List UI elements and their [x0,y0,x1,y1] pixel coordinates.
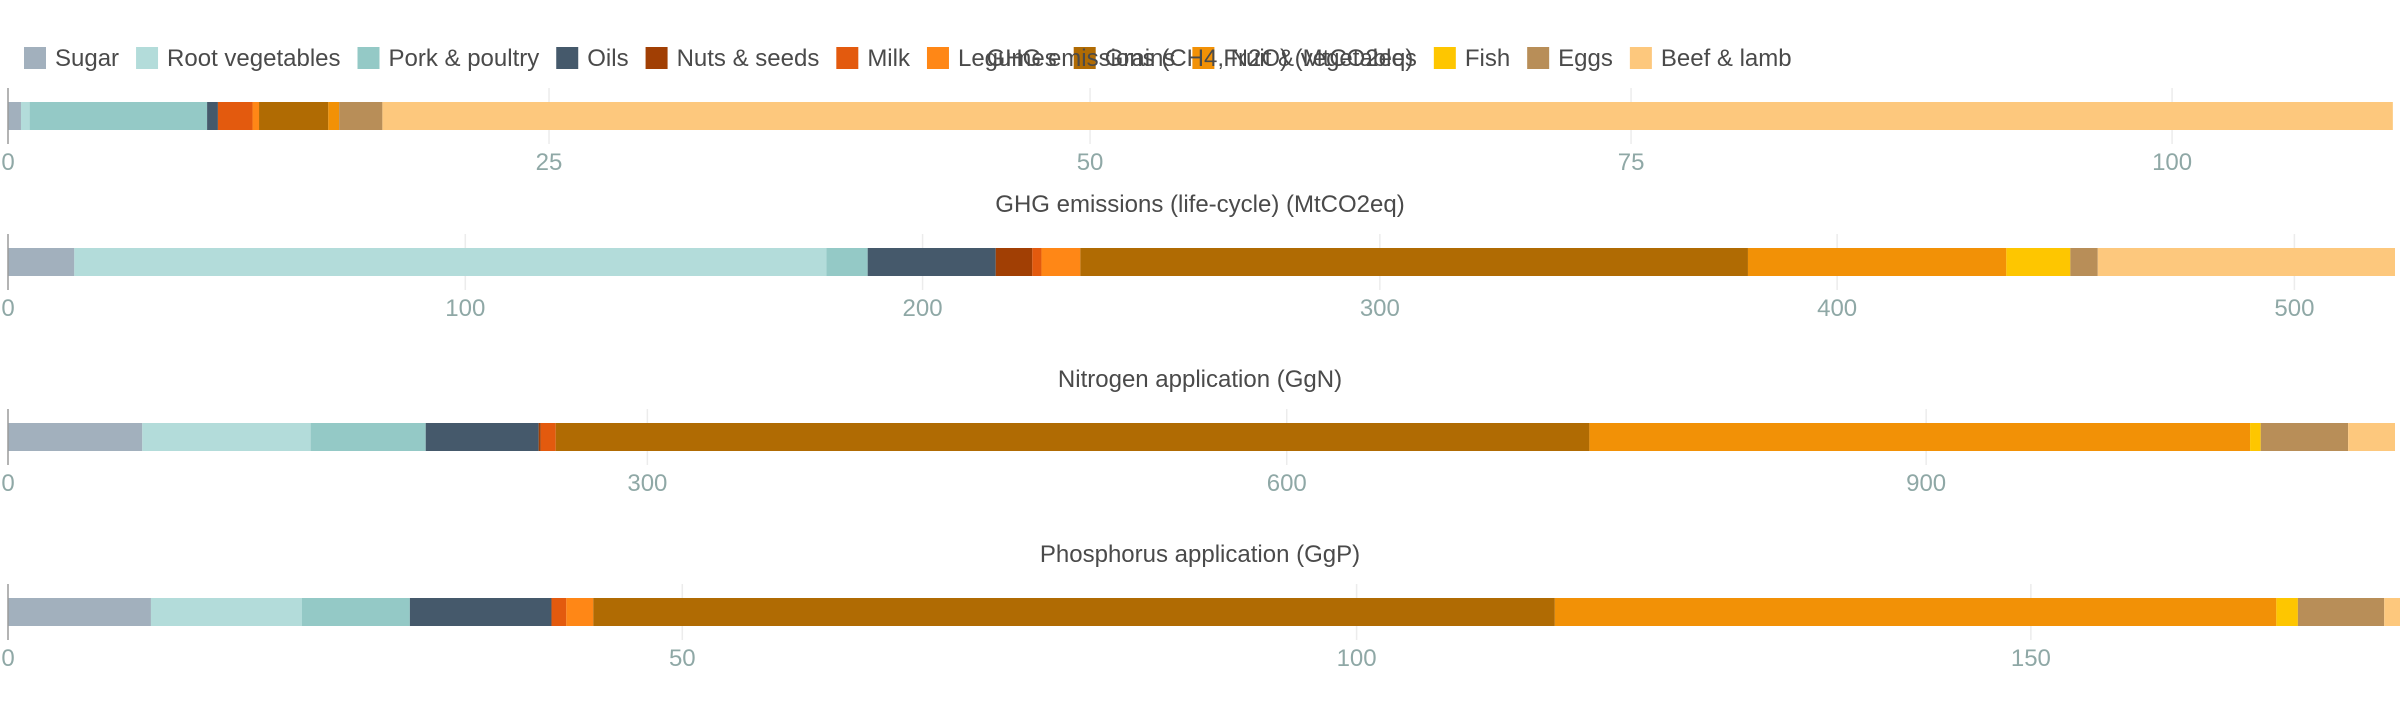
legend-swatch-oils [556,47,579,69]
bar-segment-2-fish [2006,248,2071,276]
tick-label-3-0: 0 [1,470,14,497]
bar-segment-1-pork-poultry [29,102,208,130]
tick-label-4-2: 100 [1337,645,1377,672]
bar-segment-3-sugar [8,423,143,451]
legend-label-sugar: Sugar [55,45,119,72]
legend-swatch-beef-lamb [1629,47,1652,69]
bar-segment-3-beef-lamb [2348,423,2395,451]
bar-segment-3-eggs [2260,423,2349,451]
tick-label-1-0: 0 [1,149,14,176]
bar-segment-2-pork-poultry [826,248,868,276]
legend-swatch-nuts-seeds [645,47,668,69]
bar-segment-4-oils [409,598,552,626]
bar-segment-1-grains [259,102,329,130]
tick-label-1-4: 100 [2152,149,2192,176]
legend-label-oils: Oils [587,45,628,72]
bar-segment-3-root-vegetables [142,423,311,451]
tick-label-2-5: 500 [2274,295,2314,322]
bar-segment-2-oils [867,248,996,276]
bar-segment-2-beef-lamb [2097,248,2395,276]
bar-segment-3-nuts-seeds [538,423,541,451]
bar-segment-1-sugar [8,102,21,130]
tick-label-2-2: 200 [903,295,943,322]
bar-segment-2-legumes [1041,248,1081,276]
tick-label-4-0: 0 [1,645,14,672]
tick-label-4-1: 50 [669,645,696,672]
bar-segment-4-root-vegetables [150,598,302,626]
legend-label-fish: Fish [1465,45,1510,72]
bar-segment-3-grains [555,423,1590,451]
tick-label-2-0: 0 [1,295,14,322]
bar-segment-4-beef-lamb [2384,598,2400,626]
chart-title-3: Nitrogen application (GgN) [1058,366,1342,393]
bar-segment-1-legumes [252,102,260,130]
tick-label-1-3: 75 [1618,149,1645,176]
bar-segment-3-oils [425,423,539,451]
tick-label-1-2: 50 [1077,149,1104,176]
tick-label-1-1: 25 [536,149,563,176]
legend-label-legumes: Legumes [958,45,1057,72]
bar-segment-3-fish [2250,423,2261,451]
tick-label-3-3: 900 [1906,470,1946,497]
legend-label-beef-lamb: Beef & lamb [1661,45,1792,72]
bar-segment-1-oils [207,102,218,130]
legend-label-fruit-vegetables: Fruit & vegetables [1223,45,1416,72]
bar-segment-2-fruit-vegetables [1747,248,2007,276]
legend-swatch-fruit-vegetables [1192,47,1215,69]
bar-segment-4-fish [2276,598,2298,626]
legend-swatch-pork-poultry [357,47,380,69]
bar-segment-1-root-vegetables [20,102,30,130]
bar-segment-2-milk [1032,248,1042,276]
tick-label-2-3: 300 [1360,295,1400,322]
chart-title-2: GHG emissions (life-cycle) (MtCO2eq) [995,191,1404,218]
legend-label-eggs: Eggs [1558,45,1613,72]
legend-swatch-fish [1433,47,1456,69]
bar-segment-1-milk [217,102,253,130]
bar-segment-2-sugar [8,248,75,276]
legend-swatch-legumes [926,47,949,69]
bar-segment-4-grains [593,598,1555,626]
tick-label-3-2: 600 [1267,470,1307,497]
bar-segment-4-milk [551,598,567,626]
bar-segment-4-pork-poultry [301,598,410,626]
bar-segment-2-eggs [2070,248,2098,276]
legend-swatch-milk [836,47,859,69]
legend-label-pork-poultry: Pork & poultry [389,45,540,72]
legend-label-root-vegetables: Root vegetables [167,45,340,72]
tick-label-4-3: 150 [2011,645,2051,672]
legend-label-nuts-seeds: Nuts & seeds [677,45,820,72]
tick-label-2-1: 100 [445,295,485,322]
bar-segment-1-fruit-vegetables [328,102,340,130]
bar-segment-3-milk [540,423,556,451]
bar-segment-4-fruit-vegetables [1554,598,2277,626]
legend-swatch-sugar [24,47,46,69]
tick-label-2-4: 400 [1817,295,1857,322]
bar-segment-2-nuts-seeds [995,248,1033,276]
bar-segment-1-eggs [339,102,383,130]
chart-title-4: Phosphorus application (GgP) [1040,541,1360,568]
legend-label-milk: Milk [867,45,911,72]
bar-segment-3-pork-poultry [310,423,426,451]
legend-swatch-eggs [1527,47,1550,69]
bar-segment-3-fruit-vegetables [1589,423,2251,451]
tick-label-3-1: 300 [627,470,667,497]
bar-segment-1-beef-lamb [382,102,2393,130]
bar-segment-4-eggs [2297,598,2385,626]
bar-segment-2-root-vegetables [74,248,827,276]
chart-title-1: GHG emissions (CH4, N2O) (MtCO2eq) [987,45,1414,72]
legend-swatch-grains [1073,47,1096,69]
legend-label-grains: Grains [1105,45,1176,72]
legend-swatch-root-vegetables [136,47,159,69]
bar-segment-4-legumes [566,598,594,626]
bar-segment-4-sugar [8,598,151,626]
bar-segment-2-grains [1080,248,1748,276]
